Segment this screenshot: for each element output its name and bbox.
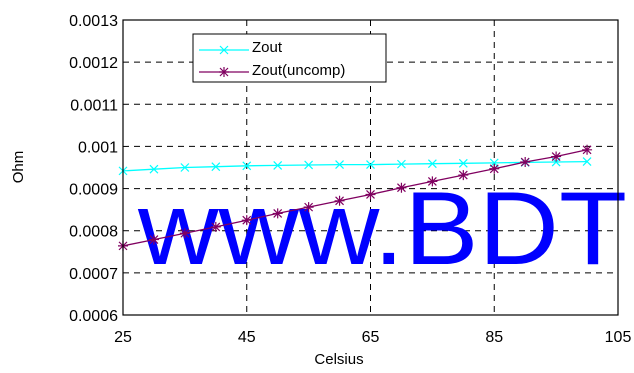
data-point-zout-uncomp bbox=[396, 182, 407, 193]
data-point-zout-uncomp bbox=[365, 189, 376, 200]
x-tick-label: 105 bbox=[605, 329, 632, 346]
y-tick-label: 0.0009 bbox=[69, 182, 118, 199]
legend: Zout Zout(uncomp) bbox=[192, 33, 387, 83]
data-point-zout-uncomp bbox=[210, 221, 221, 232]
x-tick-label: 45 bbox=[238, 329, 256, 346]
plot-frame bbox=[122, 19, 619, 316]
x-tick-labels: 25 45 65 85 105 bbox=[114, 329, 631, 346]
y-tick-labels: 0.0006 0.0007 0.0008 0.0009 0.001 0.0011 0.001… bbox=[69, 13, 118, 325]
watermark-text: www.BDTI bbox=[137, 171, 634, 287]
data-point-zout bbox=[180, 163, 190, 172]
data-point-zout bbox=[427, 159, 437, 169]
data-point-zout bbox=[211, 162, 221, 172]
data-point-zout-uncomp bbox=[334, 195, 345, 206]
data-point-zout-uncomp bbox=[582, 144, 593, 155]
x-tick-label: 65 bbox=[362, 329, 380, 346]
data-point-zout-uncomp bbox=[551, 151, 562, 162]
x-tick-label: 25 bbox=[114, 329, 132, 346]
legend-marker-zout bbox=[219, 45, 229, 55]
watermark-layer: www.BDTI bbox=[137, 171, 634, 287]
x-axis-title: Celsius bbox=[314, 351, 363, 368]
data-point-zout bbox=[149, 164, 159, 174]
y-tick-label: 0.0012 bbox=[69, 55, 118, 72]
data-point-zout bbox=[397, 159, 406, 169]
x-tick-label: 85 bbox=[485, 329, 503, 346]
legend-item-zout: Zout bbox=[199, 39, 283, 56]
data-point-zout-uncomp bbox=[148, 234, 159, 245]
data-point-zout bbox=[273, 160, 283, 170]
y-tick-label: 0.0007 bbox=[69, 266, 118, 283]
series-line-zout-uncomp bbox=[122, 149, 588, 247]
series-line-zout bbox=[122, 160, 588, 172]
y-tick-label: 0.001 bbox=[78, 139, 118, 156]
data-point-zout bbox=[304, 160, 314, 170]
data-point-zout-uncomp bbox=[179, 228, 190, 239]
data-point-zout-uncomp bbox=[303, 202, 314, 213]
series-zout-uncomp bbox=[118, 144, 593, 251]
y-tick-label: 0.0006 bbox=[69, 308, 118, 325]
legend-marker-zout-uncomp bbox=[219, 67, 229, 77]
legend-item-zout-uncomp: Zout(uncomp) bbox=[199, 62, 345, 79]
data-point-zout bbox=[366, 160, 375, 169]
data-point-zout-uncomp bbox=[520, 157, 531, 168]
legend-label-zout-uncomp: Zout(uncomp) bbox=[252, 62, 345, 79]
data-point-zout-uncomp bbox=[241, 215, 252, 226]
data-point-zout-uncomp bbox=[489, 163, 500, 174]
y-tick-label: 0.0013 bbox=[69, 13, 118, 30]
y-tick-label: 0.0011 bbox=[70, 97, 118, 114]
data-point-zout bbox=[458, 158, 468, 168]
data-point-zout-uncomp bbox=[458, 170, 469, 181]
y-tick-label: 0.0008 bbox=[69, 224, 118, 241]
data-point-zout bbox=[582, 157, 592, 167]
data-point-zout-uncomp bbox=[272, 208, 283, 219]
data-point-zout bbox=[242, 161, 252, 171]
data-point-zout-uncomp bbox=[427, 176, 438, 187]
y-axis-title: Ohm bbox=[10, 151, 27, 184]
series-layer bbox=[118, 144, 593, 251]
data-point-zout bbox=[335, 160, 344, 169]
legend-label-zout: Zout bbox=[252, 39, 283, 56]
